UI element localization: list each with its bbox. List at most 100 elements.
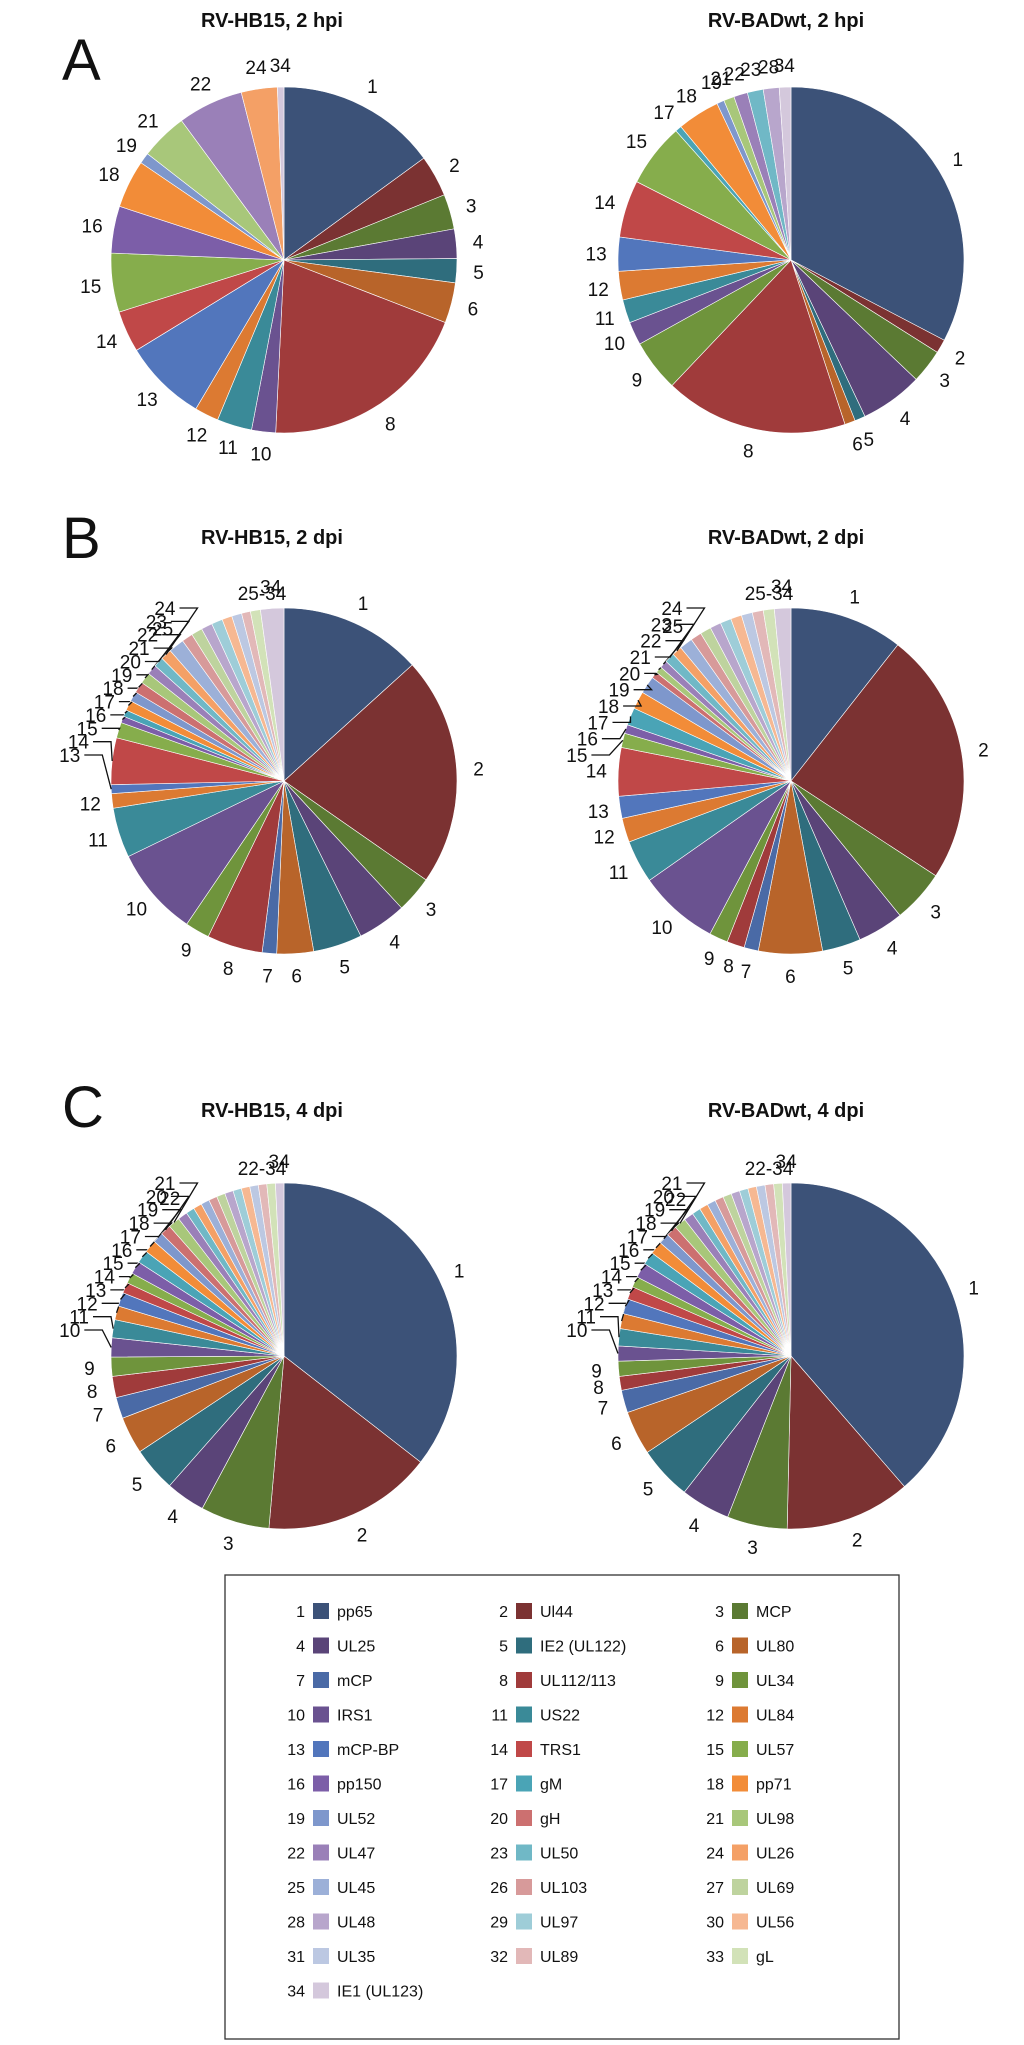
slice-label-3: 3	[939, 371, 950, 392]
legend-number: 12	[706, 1708, 724, 1725]
leader-line-21	[679, 1182, 706, 1224]
slice-label-12: 12	[80, 795, 101, 816]
slice-label-21: 21	[128, 639, 149, 660]
pie-slice-34	[277, 86, 285, 261]
legend-label: gM	[540, 1777, 562, 1794]
slice-label-34: 34	[776, 1152, 798, 1173]
legend-swatch	[516, 1844, 532, 1861]
slice-label-11: 11	[69, 1308, 89, 1329]
legend-swatch	[313, 1982, 329, 1999]
legend-number: 5	[499, 1639, 508, 1656]
slice-label-18: 18	[98, 165, 119, 186]
legend-number: 19	[287, 1811, 305, 1828]
legend-number: 28	[287, 1915, 305, 1932]
slice-label-24: 24	[154, 599, 176, 620]
slice-label-19: 19	[116, 136, 137, 157]
legend-swatch	[313, 1741, 329, 1757]
legend-swatch	[516, 1948, 532, 1964]
slice-label-11: 11	[595, 309, 615, 330]
slice-label-5: 5	[843, 959, 854, 980]
legend-swatch	[516, 1913, 532, 1930]
legend-number: 22	[287, 1846, 305, 1863]
slice-label-4: 4	[167, 1507, 178, 1528]
slice-label-1: 1	[454, 1261, 465, 1282]
slice-label-2: 2	[955, 348, 966, 369]
slice-label-10: 10	[250, 445, 271, 466]
slice-label-12: 12	[583, 1294, 604, 1315]
legend-number: 33	[706, 1949, 724, 1966]
slice-label-18: 18	[102, 679, 123, 700]
slice-label-7: 7	[93, 1406, 104, 1427]
slice-label-13: 13	[137, 390, 158, 411]
slice-label-1: 1	[849, 588, 860, 609]
slice-label-17: 17	[587, 713, 608, 734]
legend-swatch	[732, 1879, 748, 1895]
slice-label-13: 13	[592, 1281, 613, 1302]
slice-label-14: 14	[94, 1268, 116, 1289]
slice-label-13: 13	[588, 802, 609, 823]
legend-swatch	[313, 1948, 329, 1964]
chart-title: RV-BADwt, 4 dpi	[708, 1100, 864, 1122]
slice-label-18: 18	[128, 1214, 149, 1235]
legend-swatch	[313, 1775, 329, 1792]
slice-group-label: 25-34	[745, 584, 794, 605]
slice-label-21: 21	[154, 1174, 175, 1195]
legend-label: gL	[756, 1949, 774, 1966]
legend-number: 8	[499, 1673, 508, 1690]
slice-label-2: 2	[852, 1530, 863, 1551]
slice-label-19: 19	[608, 681, 629, 702]
slice-label-5: 5	[643, 1480, 654, 1501]
legend-swatch	[313, 1672, 329, 1688]
pie-slice-1	[283, 1182, 458, 1463]
slice-label-15: 15	[566, 746, 587, 767]
pie-slice-34	[275, 1182, 285, 1357]
slice-label-13: 13	[59, 746, 80, 767]
legend-swatch	[516, 1879, 532, 1895]
legend-number: 10	[287, 1708, 305, 1725]
slice-group-label: 25-34	[238, 584, 287, 605]
leader-line-14	[93, 741, 113, 762]
legend-frame	[224, 1574, 900, 2040]
pie-slice-1	[790, 1182, 965, 1488]
leader-line-15	[591, 739, 624, 756]
legend-number: 17	[490, 1777, 508, 1794]
legend-swatch	[516, 1741, 532, 1757]
chart-title: RV-BADwt, 2 dpi	[708, 527, 864, 549]
chart-title: RV-HB15, 4 dpi	[201, 1100, 343, 1122]
legend-label: gH	[540, 1811, 560, 1828]
slice-label-15: 15	[626, 132, 647, 153]
legend-label: UL50	[540, 1846, 578, 1863]
slice-label-18: 18	[676, 86, 697, 107]
legend-label: MCP	[756, 1604, 792, 1621]
slice-label-6: 6	[468, 300, 479, 321]
slice-label-10: 10	[604, 334, 625, 355]
legend-number: 20	[490, 1811, 508, 1828]
legend-swatch	[732, 1637, 748, 1654]
panel-letter-c: C	[62, 1075, 104, 1140]
slice-label-25: 25	[152, 619, 173, 640]
legend: 1 pp65 2 Ul44 3 MCP 4 UL25 5 IE2 (UL122) 6 UL80 7 mCP…	[224, 1574, 900, 2040]
pie-chart-hb15-2dpi: RV-HB15, 2 dpi 1234567891011121314151617…	[59, 527, 484, 988]
slice-label-7: 7	[741, 962, 752, 983]
slice-label-9: 9	[591, 1361, 602, 1382]
slice-label-10: 10	[651, 918, 672, 939]
slice-label-11: 11	[88, 831, 108, 852]
leader-line-19	[633, 684, 654, 691]
leader-line-11	[600, 1316, 620, 1338]
leader-line-10	[84, 1329, 112, 1348]
legend-label: UL34	[756, 1673, 794, 1690]
legend-swatch	[732, 1913, 748, 1930]
slice-label-22: 22	[724, 65, 745, 86]
legend-number: 26	[490, 1880, 508, 1897]
slice-label-2: 2	[357, 1526, 368, 1547]
leader-line-16	[601, 728, 627, 740]
legend-number: 7	[296, 1673, 305, 1690]
slice-label-4: 4	[689, 1516, 700, 1537]
legend-number: 13	[287, 1742, 305, 1759]
slice-label-8: 8	[223, 959, 234, 980]
slice-label-13: 13	[85, 1281, 106, 1302]
leader-line-15	[101, 727, 121, 731]
slice-label-19: 19	[701, 73, 722, 94]
slice-label-2: 2	[473, 760, 484, 781]
legend-label: Ul44	[540, 1604, 573, 1621]
